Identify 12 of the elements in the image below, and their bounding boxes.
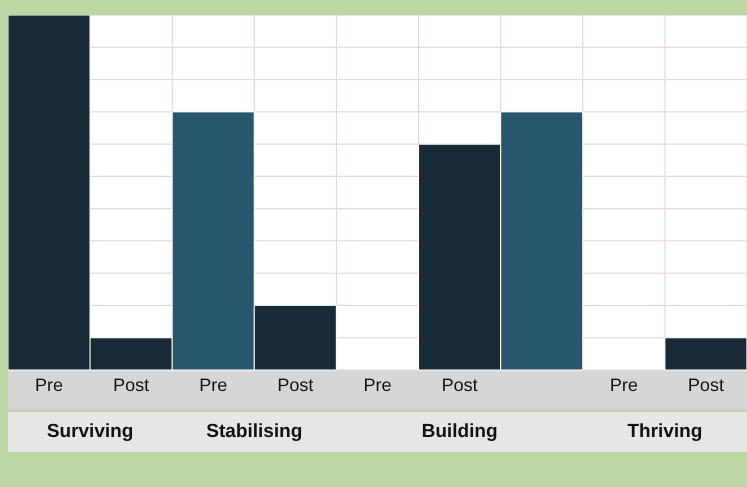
x-tick-label: Post [442,374,478,395]
text: Stabilising [205,420,304,444]
text: Building [420,420,499,444]
x-tick-label: Pre [199,374,228,395]
text: Surviving [46,420,134,444]
x-tick-label: Pre [610,374,638,395]
text: Thriving [626,420,704,444]
x-tick-label: Pre [363,374,392,395]
x-tick-label: Post [688,374,724,395]
x-tick-label: Post [113,374,150,395]
x-tick-label: Pre [35,374,64,395]
x-tick-label: Post [277,374,314,395]
